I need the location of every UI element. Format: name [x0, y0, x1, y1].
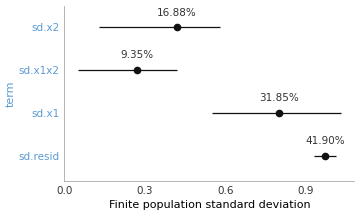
- X-axis label: Finite population standard deviation: Finite population standard deviation: [109, 200, 310, 210]
- Text: 16.88%: 16.88%: [157, 8, 197, 17]
- Y-axis label: term: term: [5, 80, 15, 107]
- Text: 31.85%: 31.85%: [259, 93, 299, 103]
- Text: 9.35%: 9.35%: [120, 51, 153, 60]
- Text: 41.90%: 41.90%: [305, 136, 345, 146]
